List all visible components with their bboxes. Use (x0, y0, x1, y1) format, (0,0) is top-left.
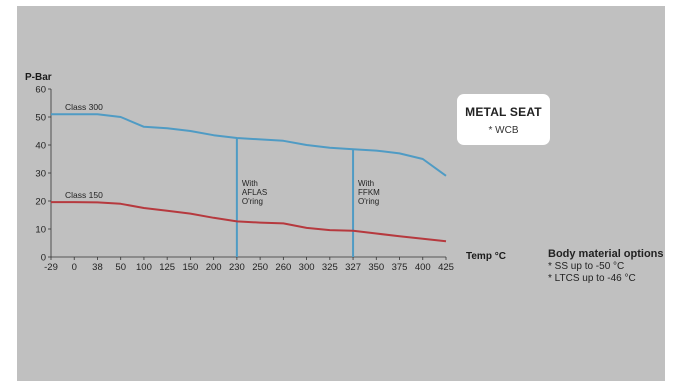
x-tick-label: 200 (206, 262, 222, 273)
series-label: Class 300 (65, 102, 103, 112)
x-tick-label: 350 (368, 262, 384, 273)
annotation-label: O'ring (358, 197, 379, 206)
annotation-label: AFLAS (242, 188, 267, 197)
x-tick-label: 375 (392, 262, 408, 273)
option-item: * SS up to -50 °C (548, 261, 625, 272)
x-tick-label: 100 (136, 262, 152, 273)
annotation-label: O'ring (242, 197, 263, 206)
annotation-label: FFKM (358, 188, 380, 197)
annotation-label: With (358, 179, 374, 188)
x-tick-label: 250 (252, 262, 268, 273)
y-tick-label: 40 (35, 141, 46, 152)
annotation-label: With (242, 179, 258, 188)
x-tick-label: 50 (115, 262, 126, 273)
metal-seat-title: METAL SEAT (465, 105, 542, 119)
options-title: Body material options (548, 248, 664, 260)
x-tick-label: -29 (44, 262, 58, 273)
x-tick-label: 400 (415, 262, 431, 273)
chart-panel: 0 10 20 30 40 50 60 -29 0 38 50 100 125 150 200 230 250 2… (17, 6, 665, 381)
x-tick-label: 325 (322, 262, 338, 273)
x-tick-label: 38 (92, 262, 103, 273)
y-tick-label: 30 (35, 169, 46, 180)
x-tick-label: 260 (275, 262, 291, 273)
x-tick-label: 0 (72, 262, 77, 273)
x-axis-label: Temp °C (466, 251, 506, 262)
x-tick-label: 230 (229, 262, 245, 273)
metal-seat-material: * WCB (488, 125, 519, 136)
y-tick-label: 10 (35, 225, 46, 236)
body-material-options: Body material options * SS up to -50 °C … (548, 248, 664, 285)
y-tick-label: 20 (35, 197, 46, 208)
option-item: * LTCS up to -46 °C (548, 273, 636, 284)
x-tick-label: 125 (159, 262, 175, 273)
x-tick-label: 300 (299, 262, 315, 273)
y-tick-label: 0 (41, 253, 46, 264)
series-line (51, 113, 447, 177)
series-line (51, 201, 447, 243)
y-axis-label: P-Bar (25, 72, 52, 83)
x-tick-label: 327 (345, 262, 361, 273)
x-tick-label: 425 (438, 262, 454, 273)
x-tick-label: 150 (182, 262, 198, 273)
series-label: Class 150 (65, 190, 103, 200)
y-tick-label: 50 (35, 113, 46, 124)
y-tick-label: 60 (35, 85, 46, 96)
metal-seat-box: METAL SEAT * WCB (457, 94, 550, 145)
